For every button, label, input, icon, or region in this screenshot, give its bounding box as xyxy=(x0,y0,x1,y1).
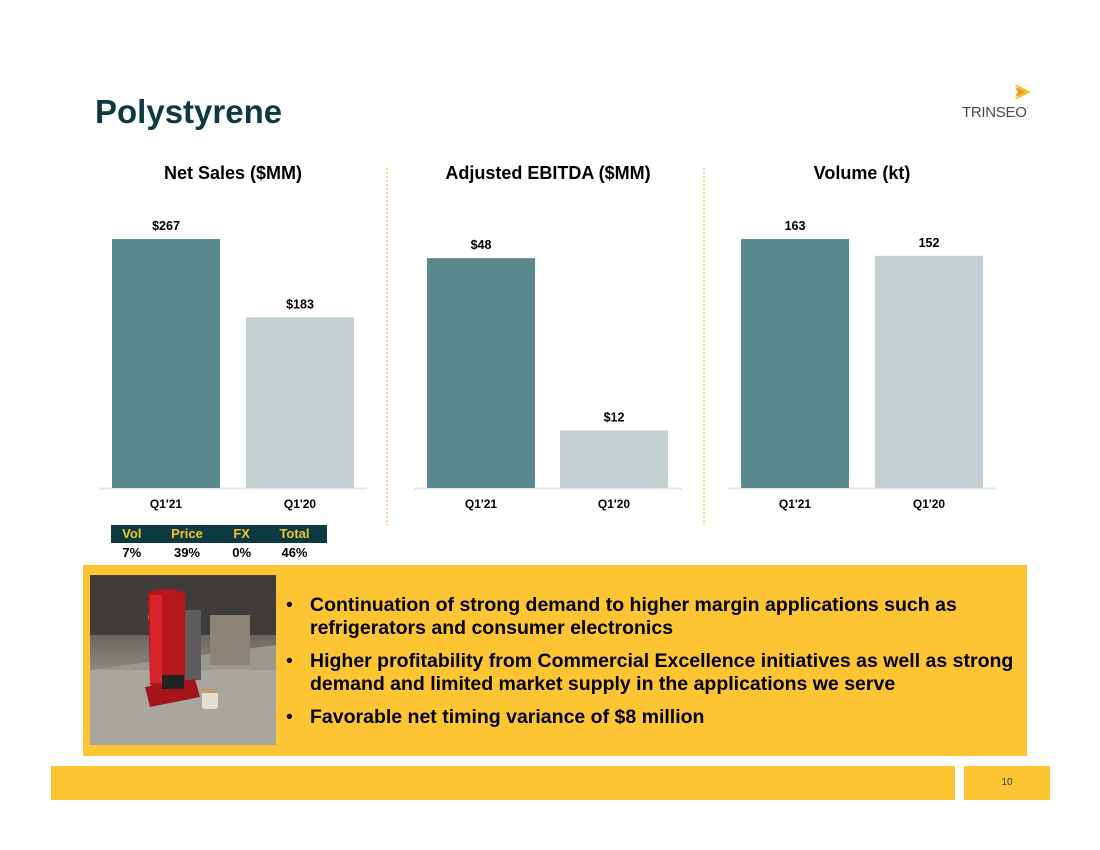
page-number: 10 xyxy=(964,766,1050,800)
bridge-header-total: Total xyxy=(261,525,327,543)
price-volume-bridge-table: Vol Price FX Total 7% 39% 0% 46% xyxy=(111,525,327,560)
bar xyxy=(741,239,849,488)
charts-area: Net Sales ($MM) $267 Q1'21 $183 Q1'20 Adjuste… xyxy=(99,163,996,525)
chart-title: Adjusted EBITDA ($MM) xyxy=(445,163,650,183)
bridge-value-price: 39% xyxy=(173,545,200,560)
x-tick-label: Q1'20 xyxy=(913,497,946,511)
chart-title: Net Sales ($MM) xyxy=(164,163,302,183)
x-tick-label: Q1'20 xyxy=(598,497,631,511)
logo-chevron-icon xyxy=(1015,84,1031,100)
data-label: $12 xyxy=(604,411,625,425)
bridge-value-row: 7% 39% 0% 46% xyxy=(111,543,327,560)
bar xyxy=(875,255,983,488)
data-label: 152 xyxy=(919,236,940,250)
data-label: 163 xyxy=(785,219,806,233)
bridge-header-fx: FX xyxy=(221,525,262,543)
bridge-header-price: Price xyxy=(152,525,222,543)
x-tick-label: Q1'21 xyxy=(465,497,498,511)
bar xyxy=(246,317,354,488)
data-label: $267 xyxy=(152,219,180,233)
bridge-value-fx: 0% xyxy=(232,545,252,560)
highlight-bullets: Continuation of strong demand to higher … xyxy=(282,594,1022,739)
highlight-bullet: Higher profitability from Commercial Exc… xyxy=(282,650,1022,696)
coffee-maker-illustration xyxy=(90,575,276,745)
highlight-bullet: Favorable net timing variance of $8 mill… xyxy=(282,706,1022,729)
chart-title: Volume (kt) xyxy=(814,163,911,183)
slide-title: Polystyrene xyxy=(95,93,283,130)
charts-layer: Net Sales ($MM) $267 Q1'21 $183 Q1'20 Adjuste… xyxy=(99,163,996,511)
data-label: $183 xyxy=(286,297,314,311)
footer-bar xyxy=(51,766,955,800)
coffee-maker-photo xyxy=(90,575,276,745)
highlights-callout: Continuation of strong demand to higher … xyxy=(83,565,1027,756)
logo-text: TRINSEO xyxy=(962,104,1027,121)
highlight-bullet: Continuation of strong demand to higher … xyxy=(282,594,1022,640)
x-tick-label: Q1'20 xyxy=(284,497,317,511)
bridge-value-total: 46% xyxy=(281,545,308,560)
bridge-header-vol: Vol xyxy=(111,525,153,543)
data-label: $48 xyxy=(471,238,492,252)
logo-wordmark: TRINSEO. xyxy=(962,104,1028,121)
bridge-header-row: Vol Price FX Total xyxy=(111,525,327,543)
bar xyxy=(427,258,535,488)
bar xyxy=(560,430,668,488)
x-tick-label: Q1'21 xyxy=(150,497,183,511)
x-tick-label: Q1'21 xyxy=(779,497,812,511)
bar xyxy=(112,239,220,488)
trinseo-logo: TRINSEO. xyxy=(960,84,1040,124)
bridge-value-vol: 7% xyxy=(122,545,142,560)
